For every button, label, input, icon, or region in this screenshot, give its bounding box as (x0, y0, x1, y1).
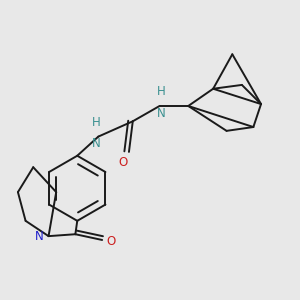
Text: O: O (118, 156, 128, 169)
Text: H: H (92, 116, 101, 129)
Text: H: H (157, 85, 166, 98)
Text: N: N (92, 137, 101, 150)
Text: O: O (107, 236, 116, 248)
Text: N: N (35, 230, 44, 243)
Text: N: N (157, 107, 166, 120)
